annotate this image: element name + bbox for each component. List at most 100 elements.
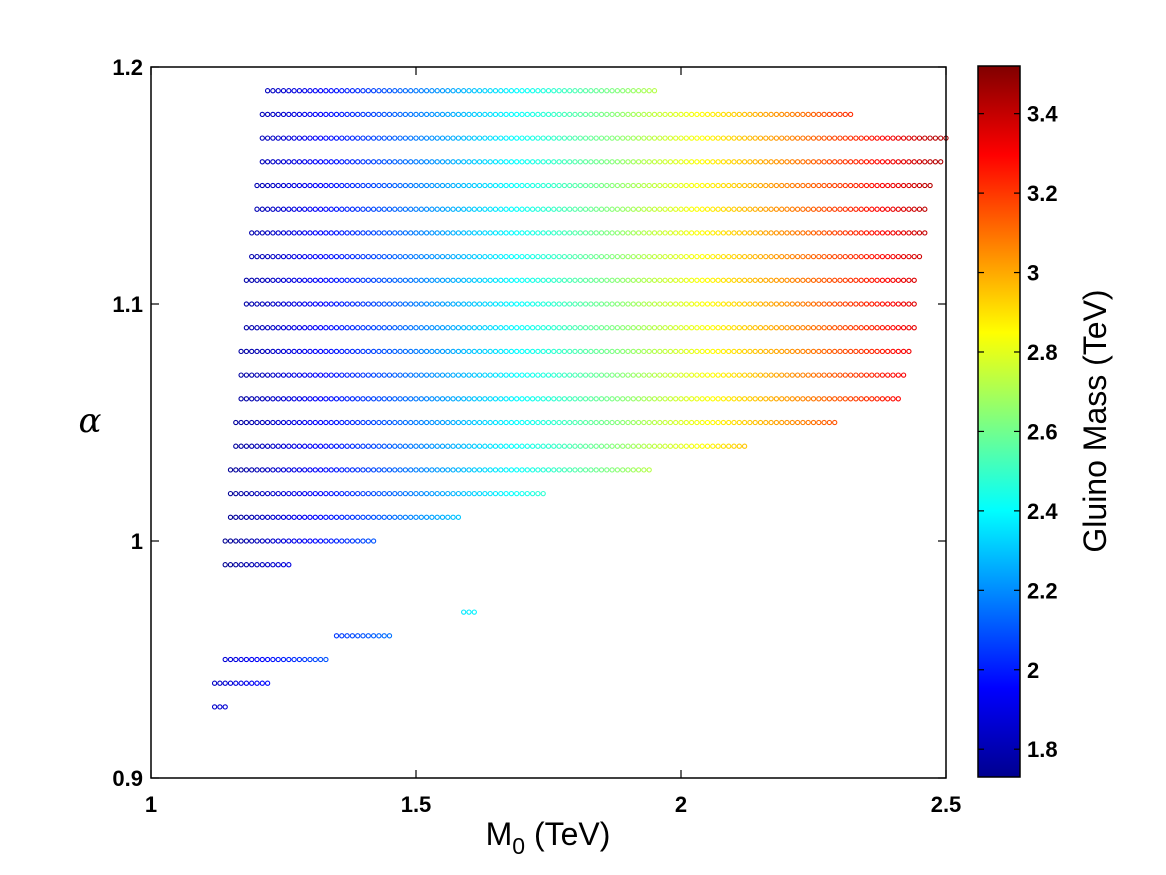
data-point bbox=[450, 206, 456, 212]
data-point bbox=[349, 443, 356, 449]
data-point bbox=[508, 182, 515, 189]
data-point bbox=[890, 396, 896, 402]
data-point bbox=[466, 419, 472, 426]
data-point bbox=[498, 159, 504, 165]
data-point bbox=[397, 443, 403, 449]
data-point bbox=[837, 230, 843, 236]
data-point bbox=[556, 230, 562, 236]
data-point bbox=[694, 182, 700, 189]
data-point bbox=[349, 467, 356, 473]
data-point bbox=[275, 88, 281, 94]
data-point bbox=[593, 301, 599, 307]
data-point bbox=[768, 135, 774, 141]
data-point bbox=[657, 206, 663, 212]
data-point bbox=[275, 562, 281, 568]
data-point bbox=[821, 159, 827, 165]
data-point bbox=[402, 301, 409, 307]
data-point bbox=[731, 396, 737, 402]
data-point bbox=[763, 206, 769, 212]
data-point bbox=[683, 182, 689, 189]
data-point bbox=[800, 348, 806, 355]
data-point bbox=[895, 325, 901, 331]
data-point bbox=[461, 443, 467, 449]
data-point bbox=[598, 419, 605, 426]
data-point bbox=[259, 396, 265, 402]
data-point bbox=[598, 277, 605, 283]
data-point bbox=[492, 490, 499, 497]
data-point bbox=[302, 301, 308, 307]
data-point bbox=[667, 230, 674, 236]
data-point bbox=[657, 230, 663, 236]
data-point bbox=[604, 443, 610, 449]
data-point bbox=[545, 277, 552, 283]
data-point bbox=[874, 301, 880, 307]
data-point bbox=[296, 159, 303, 165]
data-point bbox=[360, 325, 366, 331]
data-point bbox=[461, 182, 467, 189]
data-point bbox=[349, 514, 356, 520]
data-point bbox=[906, 301, 912, 307]
data-point bbox=[556, 159, 562, 165]
data-point bbox=[741, 443, 748, 449]
data-point bbox=[683, 419, 689, 426]
data-point bbox=[482, 490, 488, 497]
data-point bbox=[630, 206, 636, 212]
data-point bbox=[694, 396, 700, 402]
data-point bbox=[736, 419, 742, 426]
data-point bbox=[588, 159, 594, 165]
data-point bbox=[349, 633, 356, 639]
data-point bbox=[837, 182, 843, 189]
data-point bbox=[286, 419, 292, 426]
data-point bbox=[519, 467, 525, 473]
data-point bbox=[900, 325, 907, 331]
data-point bbox=[445, 159, 451, 165]
data-point bbox=[577, 419, 583, 426]
data-point bbox=[286, 467, 292, 473]
data-point bbox=[800, 182, 806, 189]
data-point bbox=[545, 88, 552, 94]
data-point bbox=[773, 230, 780, 236]
data-point bbox=[869, 277, 875, 283]
data-point bbox=[349, 111, 356, 118]
data-point bbox=[604, 206, 610, 212]
data-point bbox=[386, 490, 393, 497]
data-point bbox=[540, 325, 546, 331]
data-point bbox=[471, 419, 477, 426]
data-point bbox=[461, 88, 467, 94]
data-point bbox=[842, 111, 848, 118]
data-point bbox=[455, 514, 462, 520]
data-point bbox=[386, 467, 393, 473]
data-point bbox=[259, 419, 265, 426]
data-point bbox=[275, 348, 281, 355]
data-point bbox=[498, 396, 504, 402]
data-point bbox=[307, 325, 313, 331]
data-point bbox=[673, 348, 679, 355]
data-point bbox=[461, 348, 467, 355]
data-point bbox=[593, 182, 599, 189]
data-point bbox=[710, 396, 716, 402]
data-point bbox=[498, 88, 504, 94]
data-point bbox=[816, 372, 822, 378]
data-point bbox=[588, 301, 594, 307]
data-point bbox=[704, 253, 711, 260]
data-point bbox=[842, 301, 848, 307]
data-point bbox=[264, 419, 271, 426]
y-tick-label: 1.1 bbox=[112, 292, 143, 317]
data-point bbox=[492, 230, 499, 236]
data-point bbox=[413, 325, 419, 331]
data-point bbox=[376, 135, 382, 141]
data-point bbox=[360, 277, 366, 283]
data-point bbox=[355, 372, 361, 378]
data-point bbox=[715, 159, 721, 165]
data-point bbox=[471, 443, 477, 449]
data-point bbox=[307, 396, 313, 402]
data-point bbox=[286, 253, 292, 260]
data-point bbox=[397, 206, 403, 212]
data-point bbox=[286, 182, 292, 189]
data-point bbox=[614, 419, 621, 426]
data-point bbox=[757, 396, 764, 402]
data-point bbox=[498, 467, 504, 473]
data-point bbox=[482, 301, 488, 307]
data-point bbox=[524, 159, 530, 165]
data-point bbox=[492, 348, 499, 355]
